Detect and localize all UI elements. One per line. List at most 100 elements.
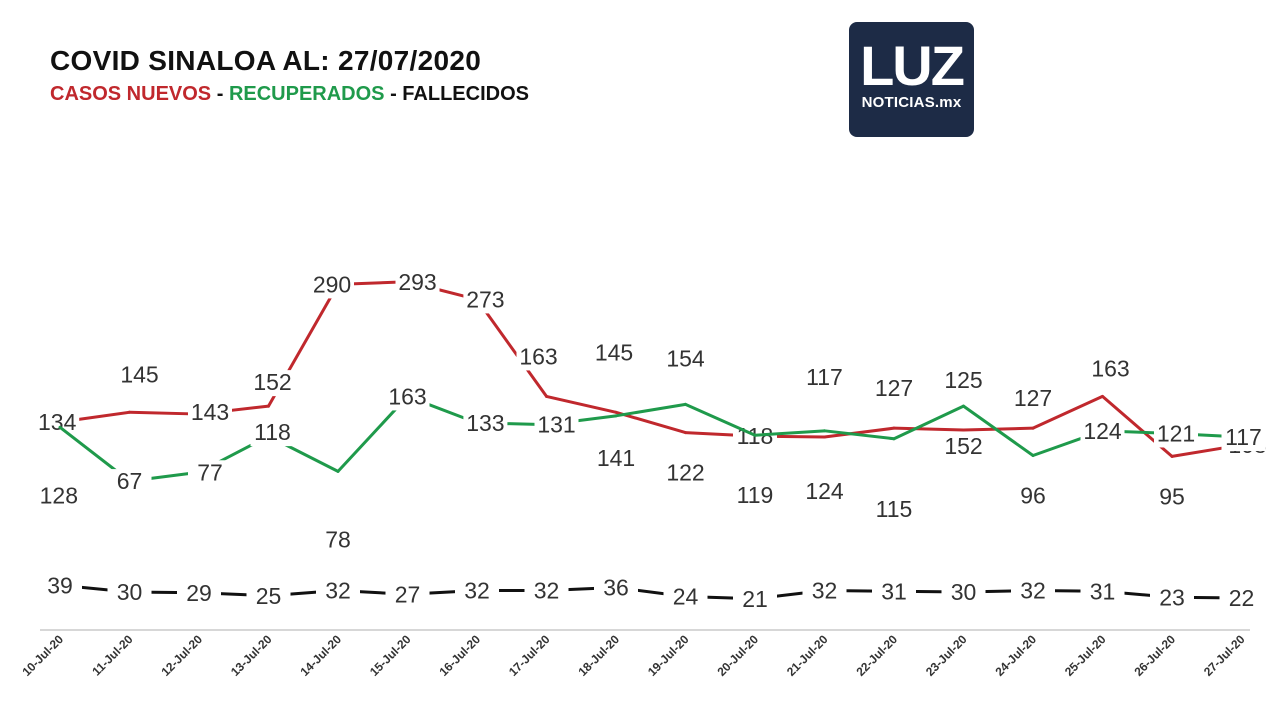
data-label: 30	[117, 579, 143, 605]
data-label-background	[107, 580, 152, 606]
data-label: 163	[388, 383, 426, 409]
data-label: 163	[1091, 355, 1129, 381]
data-label: 152	[944, 433, 982, 459]
data-label-background	[316, 578, 360, 605]
data-label-background	[1219, 586, 1264, 612]
data-label: 32	[1020, 578, 1046, 604]
data-label-background	[1080, 418, 1125, 445]
data-label-background	[316, 527, 360, 554]
logo-mark: LUZ	[860, 34, 965, 97]
data-label-background	[463, 410, 508, 437]
x-tick-label: 21-Jul-20	[784, 632, 831, 679]
series-line-segment	[892, 426, 965, 432]
x-tick-label: 15-Jul-20	[367, 632, 414, 679]
data-label: 118	[254, 419, 291, 445]
data-label: 290	[313, 271, 351, 297]
data-label: 77	[197, 459, 223, 485]
data-label: 273	[466, 286, 504, 312]
data-label: 143	[191, 399, 229, 425]
data-label-background	[36, 483, 81, 510]
data-label-background	[1011, 578, 1055, 605]
series-line-segment	[962, 404, 1035, 458]
data-label-background	[872, 376, 916, 403]
data-label-background	[663, 346, 708, 373]
data-label-background	[395, 269, 440, 296]
x-tick-label: 11-Jul-20	[89, 632, 135, 678]
data-label-background	[594, 445, 638, 472]
data-label: 293	[398, 269, 436, 295]
data-label-background	[1221, 424, 1266, 451]
legend-recuperados: RECUPERADOS	[228, 83, 385, 105]
series-line-segment	[823, 429, 896, 441]
data-label: 154	[666, 345, 705, 371]
data-label: 30	[951, 579, 977, 605]
x-tick-label: 16-Jul-20	[436, 632, 483, 679]
data-label-background	[592, 340, 636, 367]
series-line-segment	[1031, 394, 1104, 430]
data-label: 119	[737, 482, 774, 508]
data-label-background	[872, 496, 916, 523]
series-line-segment	[823, 426, 896, 439]
data-label: 128	[40, 482, 78, 508]
x-tick-label: 17-Jul-20	[506, 632, 553, 679]
data-label: 29	[186, 580, 212, 606]
legend-casos-nuevos: CASOS NUEVOS	[50, 83, 212, 105]
legend-fallecidos: FALLECIDOS	[402, 83, 529, 105]
data-label-background	[1011, 483, 1055, 510]
data-label: 32	[325, 578, 351, 604]
data-label: 25	[256, 583, 282, 609]
data-label: 117	[806, 364, 843, 390]
data-label: 31	[1090, 578, 1116, 604]
data-label-background	[941, 434, 986, 461]
data-label-background	[117, 362, 162, 389]
data-label-background	[1154, 421, 1198, 448]
title-block: COVID SINALOA AL: 27/07/2020 CASOS NUEVO…	[50, 45, 529, 106]
x-tick-label: 25-Jul-20	[1062, 632, 1109, 679]
series-line-segment	[684, 402, 757, 437]
data-label-background	[246, 583, 291, 610]
data-label: 24	[673, 584, 699, 610]
data-label-background	[385, 582, 430, 609]
data-label: 36	[603, 575, 629, 601]
series-recuperados: 128 67 77 118 78 163 133 131 141 154 119 124 115 152 9…	[36, 345, 1266, 554]
data-label-background	[663, 460, 708, 487]
chart-title: COVID SINALOA AL: 27/07/2020	[50, 45, 482, 76]
data-label-background	[385, 384, 430, 411]
data-label: 163	[519, 343, 557, 369]
series-line-segment	[892, 404, 965, 441]
series-line-segment	[614, 402, 687, 418]
data-label: 124	[805, 478, 844, 504]
data-label-background	[455, 578, 499, 605]
data-label-background	[872, 579, 916, 606]
data-label-background	[733, 586, 777, 613]
legend-separator: -	[211, 83, 229, 105]
data-label: 127	[1014, 385, 1052, 411]
data-label-background	[1088, 356, 1133, 383]
data-label: 127	[875, 375, 913, 401]
data-label-background	[594, 575, 638, 602]
data-label-background	[463, 287, 508, 314]
luz-noticias-logo: LUZ NOTICIAS.mx	[849, 22, 974, 137]
x-tick-label: 23-Jul-20	[923, 632, 970, 679]
series-fallecidos: 39 30 29 25 32 27 32 32 36 24 21 32 31 30 32 31 23 22	[38, 572, 1264, 613]
data-label-background	[534, 412, 579, 439]
x-tick-label: 12-Jul-20	[158, 632, 205, 679]
data-label-background	[188, 400, 232, 427]
data-label-background	[310, 272, 354, 299]
logo-subtext: NOTICIAS.mx	[861, 94, 962, 111]
data-label-background	[1150, 484, 1194, 511]
x-tick-label: 22-Jul-20	[853, 632, 900, 679]
data-label-background	[524, 578, 569, 605]
data-label: 22	[1229, 585, 1255, 611]
series-line-segment	[614, 410, 687, 435]
data-label-background	[35, 410, 80, 436]
x-tick-label: 27-Jul-20	[1201, 632, 1248, 679]
data-label: 124	[1083, 418, 1122, 444]
data-label-background	[250, 370, 295, 397]
data-label: 117	[1225, 424, 1262, 450]
data-label: 152	[253, 369, 291, 395]
series-line-segment	[545, 394, 618, 414]
data-label: 145	[120, 361, 158, 387]
series-line-segment	[128, 410, 201, 416]
